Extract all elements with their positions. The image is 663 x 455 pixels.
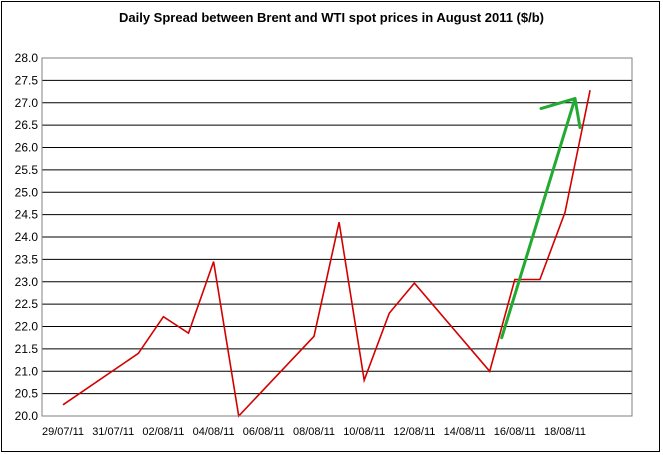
x-tick-label: 06/08/11 <box>243 426 285 438</box>
x-tick-label: 08/08/11 <box>293 426 335 438</box>
y-tick-label: 28.0 <box>15 51 39 65</box>
series-line <box>62 90 591 418</box>
y-tick-label: 22.5 <box>15 297 39 311</box>
y-tick-label: 21.0 <box>15 364 39 378</box>
y-tick-label: 27.0 <box>15 96 39 110</box>
x-tick-label: 31/07/11 <box>92 426 134 438</box>
y-tick-label: 26.0 <box>15 141 39 155</box>
x-tick-label: 10/08/11 <box>343 426 385 438</box>
x-tick-label: 16/08/11 <box>494 426 536 438</box>
x-tick-label: 18/08/11 <box>544 426 586 438</box>
x-tick-label: 29/07/11 <box>42 426 84 438</box>
y-tick-label: 22.0 <box>15 320 39 334</box>
y-tick-label: 20.0 <box>15 409 39 423</box>
y-tick-label: 27.5 <box>15 73 39 87</box>
plot-area <box>41 57 633 417</box>
x-tick-label: 12/08/11 <box>393 426 435 438</box>
y-tick-label: 24.0 <box>15 230 39 244</box>
y-tick-label: 25.5 <box>15 163 39 177</box>
y-tick-label: 24.5 <box>15 208 39 222</box>
y-tick-label: 21.5 <box>15 342 39 356</box>
arrow-shaft <box>500 97 577 340</box>
x-tick-label: 02/08/11 <box>142 426 184 438</box>
y-tick-label: 20.5 <box>15 387 39 401</box>
x-tick-label: 04/08/11 <box>193 426 235 438</box>
chart-title: Daily Spread between Brent and WTI spot … <box>119 10 544 25</box>
y-tick-label: 26.5 <box>15 118 39 132</box>
y-tick-label: 25.0 <box>15 185 39 199</box>
y-tick-label: 23.5 <box>15 252 39 266</box>
arrow-head-right <box>573 97 582 130</box>
y-tick-label: 23.0 <box>15 275 39 289</box>
x-tick-label: 14/08/11 <box>444 426 486 438</box>
arrow-head-left <box>539 97 577 111</box>
